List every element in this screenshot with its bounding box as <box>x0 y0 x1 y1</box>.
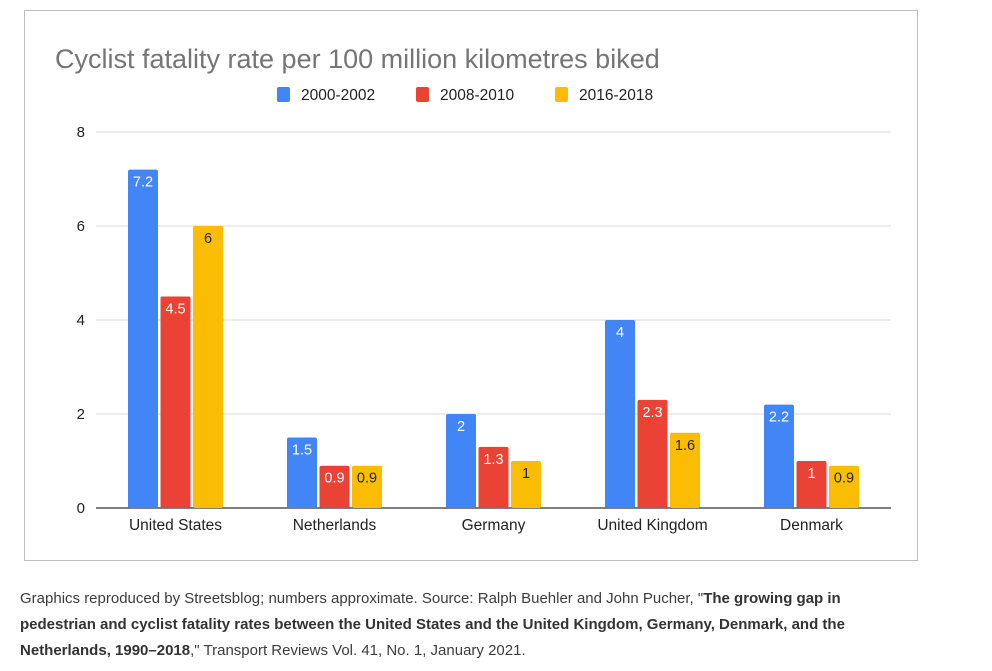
bar-germany-2016-2018 <box>511 461 541 508</box>
bar-united-kingdom-2008-2010 <box>637 399 668 508</box>
bar-netherlands-2016-2018 <box>352 465 382 508</box>
source-caption: Graphics reproduced by Streetsblog; numb… <box>20 586 920 664</box>
bar-denmark-2000-2002 <box>764 404 794 508</box>
bar-chart: Cyclist fatality rate per 100 million ki… <box>55 44 891 534</box>
data-label: 2.2 <box>769 410 789 426</box>
y-tick-label: 4 <box>77 312 85 329</box>
x-tick-label: Netherlands <box>293 517 377 534</box>
data-label: 7.2 <box>133 175 153 191</box>
data-label: 0.9 <box>324 471 344 487</box>
legend-swatch-2008-2010 <box>416 87 429 102</box>
bar-netherlands-2008-2010 <box>319 465 350 508</box>
x-tick-label: Denmark <box>780 517 843 534</box>
data-label: 2 <box>457 419 465 435</box>
bar-united-kingdom-2000-2002 <box>605 320 635 508</box>
data-label: 2.3 <box>642 405 662 421</box>
legend-swatch-2016-2018 <box>555 87 568 102</box>
x-tick-label: Germany <box>462 517 526 534</box>
legend-label: 2016-2018 <box>579 87 653 104</box>
caption-text-end: ," Transport Reviews Vol. 41, No. 1, Jan… <box>190 642 526 659</box>
data-label: 1.5 <box>292 443 312 459</box>
bar-united-kingdom-2016-2018 <box>670 432 700 508</box>
data-label: 0.9 <box>357 471 377 487</box>
bar-germany-2008-2010 <box>478 446 509 508</box>
caption-article-title: The growing gap in pedestrian and cyclis… <box>20 590 845 659</box>
legend-swatch-2000-2002 <box>277 87 290 102</box>
bar-denmark-2008-2010 <box>796 461 827 508</box>
data-label: 0.9 <box>834 471 854 487</box>
x-tick-label: United States <box>129 517 222 534</box>
bar-germany-2000-2002 <box>446 414 476 508</box>
bar-netherlands-2000-2002 <box>287 437 317 508</box>
data-label: 1 <box>522 466 530 482</box>
chart-container: Cyclist fatality rate per 100 million ki… <box>24 10 918 561</box>
data-label: 1 <box>807 466 815 482</box>
data-label: 1.3 <box>483 452 503 468</box>
bars: 7.2 4.5 6 1.5 0.9 0.9 2 1.3 1 4 2.3 1.6 2.2 1 0.9 <box>128 169 859 508</box>
bar-united-states-2008-2010 <box>160 296 191 508</box>
data-label: 6 <box>204 231 212 247</box>
bar-united-states-2000-2002 <box>128 169 158 508</box>
legend-label: 2008-2010 <box>440 87 515 104</box>
y-tick-label: 6 <box>77 218 85 235</box>
data-label: 4 <box>616 325 624 341</box>
x-axis-labels: United States Netherlands Germany United Ki… <box>129 517 843 534</box>
bar-united-states-2016-2018 <box>193 226 223 508</box>
data-label: 1.6 <box>675 438 695 454</box>
x-tick-label: United Kingdom <box>597 517 707 534</box>
gridlines: 0 2 4 6 8 <box>77 124 891 517</box>
chart-title: Cyclist fatality rate per 100 million ki… <box>55 44 660 74</box>
data-label: 4.5 <box>165 302 185 318</box>
legend-label: 2000-2002 <box>301 87 375 104</box>
y-tick-label: 8 <box>77 124 85 141</box>
caption-text: Graphics reproduced by Streetsblog; numb… <box>20 590 704 607</box>
y-tick-label: 2 <box>77 406 85 423</box>
y-tick-label: 0 <box>77 500 85 517</box>
bar-denmark-2016-2018 <box>829 465 859 508</box>
legend: 2000-2002 2008-2010 2016-2018 <box>277 87 653 104</box>
